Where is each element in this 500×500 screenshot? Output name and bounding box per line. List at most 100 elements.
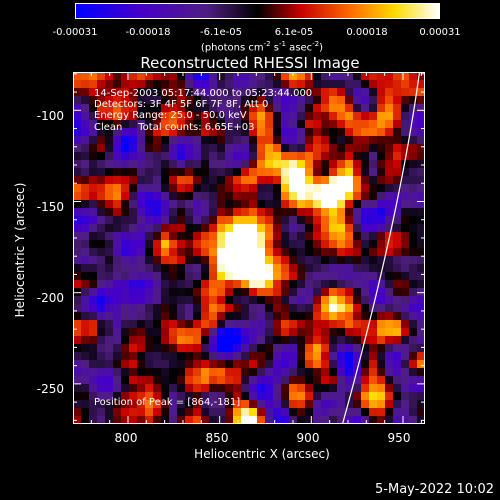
heatmap-cell bbox=[257, 96, 266, 105]
heatmap-cell bbox=[329, 320, 338, 329]
heatmap-cell bbox=[145, 280, 154, 289]
heatmap-cell bbox=[417, 224, 425, 233]
heatmap-cell bbox=[73, 240, 82, 249]
heatmap-cell bbox=[153, 144, 162, 153]
heatmap-cell bbox=[217, 328, 226, 337]
heatmap-cell bbox=[113, 280, 122, 289]
heatmap-cell bbox=[273, 184, 282, 193]
heatmap-cell bbox=[81, 264, 90, 273]
heatmap-cell bbox=[89, 216, 98, 225]
heatmap-cell bbox=[73, 72, 82, 81]
heatmap-cell bbox=[281, 88, 290, 97]
heatmap-cell bbox=[257, 360, 266, 369]
heatmap-cell bbox=[401, 336, 410, 345]
heatmap-cell bbox=[417, 176, 425, 185]
heatmap-cell bbox=[305, 200, 314, 209]
heatmap-cell bbox=[345, 304, 354, 313]
heatmap-cell bbox=[241, 256, 250, 265]
heatmap-cell bbox=[161, 376, 170, 385]
heatmap-cell bbox=[313, 344, 322, 353]
heatmap-cell bbox=[241, 104, 250, 113]
heatmap-cell bbox=[89, 120, 98, 129]
heatmap-cell bbox=[417, 136, 425, 145]
heatmap-cell bbox=[217, 80, 226, 89]
heatmap-cell bbox=[217, 192, 226, 201]
heatmap-cell bbox=[73, 80, 82, 89]
heatmap-cell bbox=[177, 160, 186, 169]
heatmap-cell bbox=[217, 200, 226, 209]
heatmap-cell bbox=[249, 208, 258, 217]
heatmap-cell bbox=[257, 328, 266, 337]
heatmap-cell bbox=[233, 256, 242, 265]
heatmap-cell bbox=[369, 384, 378, 393]
heatmap-cell bbox=[393, 376, 402, 385]
heatmap-cell bbox=[73, 144, 82, 153]
heatmap-cell bbox=[321, 368, 330, 377]
heatmap-cell bbox=[337, 256, 346, 265]
heatmap-cell bbox=[321, 272, 330, 281]
heatmap-cell bbox=[153, 72, 162, 81]
heatmap-cell bbox=[249, 408, 258, 417]
heatmap-cell bbox=[97, 304, 106, 313]
heatmap-cell bbox=[209, 368, 218, 377]
heatmap-cell bbox=[161, 184, 170, 193]
heatmap-cell bbox=[241, 168, 250, 177]
heatmap-cell bbox=[385, 112, 394, 121]
heatmap-cell bbox=[73, 176, 82, 185]
heatmap-cell bbox=[105, 328, 114, 337]
heatmap-cell bbox=[97, 176, 106, 185]
heatmap-cell bbox=[217, 128, 226, 137]
heatmap-cell bbox=[73, 272, 82, 281]
heatmap-cell bbox=[129, 352, 138, 361]
heatmap-cell bbox=[225, 120, 234, 129]
heatmap-cell bbox=[385, 296, 394, 305]
heatmap-cell bbox=[369, 288, 378, 297]
heatmap-cell bbox=[161, 200, 170, 209]
heatmap-cell bbox=[201, 336, 210, 345]
heatmap-cell bbox=[289, 208, 298, 217]
heatmap-cell bbox=[369, 72, 378, 81]
heatmap-cell bbox=[81, 120, 90, 129]
heatmap-cell bbox=[289, 248, 298, 257]
heatmap-cell bbox=[105, 224, 114, 233]
heatmap-cell bbox=[273, 192, 282, 201]
heatmap-cell bbox=[273, 176, 282, 185]
heatmap-cell bbox=[81, 272, 90, 281]
heatmap-cell bbox=[313, 368, 322, 377]
heatmap-cell bbox=[81, 312, 90, 321]
heatmap-cell bbox=[161, 328, 170, 337]
heatmap-cell bbox=[169, 416, 178, 424]
heatmap-cell bbox=[193, 136, 202, 145]
heatmap-cell bbox=[81, 256, 90, 265]
heatmap-cell bbox=[257, 264, 266, 273]
heatmap-cell bbox=[401, 304, 410, 313]
heatmap-cell bbox=[273, 120, 282, 129]
heatmap-cell bbox=[185, 104, 194, 113]
heatmap-cell bbox=[153, 80, 162, 89]
heatmap-cell bbox=[289, 376, 298, 385]
heatmap-cell bbox=[161, 144, 170, 153]
heatmap-cell bbox=[249, 240, 258, 249]
heatmap-cell bbox=[281, 128, 290, 137]
heatmap-cell bbox=[281, 168, 290, 177]
heatmap-cell bbox=[257, 224, 266, 233]
heatmap-cell bbox=[409, 160, 418, 169]
heatmap-cell bbox=[329, 280, 338, 289]
heatmap-cell bbox=[105, 216, 114, 225]
heatmap-cell bbox=[81, 320, 90, 329]
heatmap-cell bbox=[161, 208, 170, 217]
heatmap-cell bbox=[105, 288, 114, 297]
heatmap-cell bbox=[249, 216, 258, 225]
heatmap-cell bbox=[153, 264, 162, 273]
heatmap-cell bbox=[233, 96, 242, 105]
heatmap-cell bbox=[361, 360, 370, 369]
heatmap-cell bbox=[297, 224, 306, 233]
heatmap-cell bbox=[329, 288, 338, 297]
heatmap-cell bbox=[353, 400, 362, 409]
heatmap-cell bbox=[289, 136, 298, 145]
heatmap-cell bbox=[305, 144, 314, 153]
heatmap-cell bbox=[353, 376, 362, 385]
heatmap-cell bbox=[377, 304, 386, 313]
heatmap-cell bbox=[209, 200, 218, 209]
heatmap-cell bbox=[305, 288, 314, 297]
